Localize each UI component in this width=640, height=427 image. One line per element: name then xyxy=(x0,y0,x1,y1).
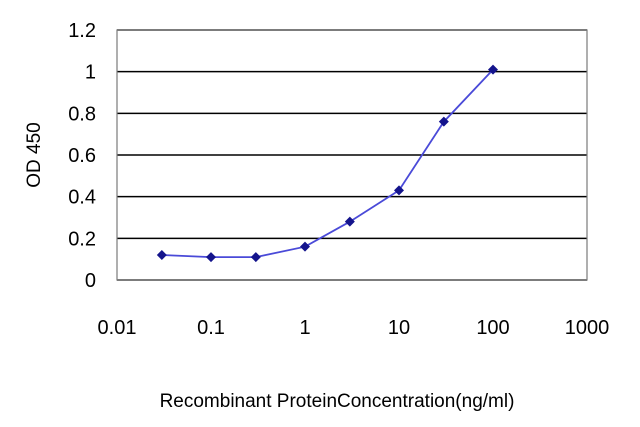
x-tick-labels: 0.01 0.1 1 10 100 1000 xyxy=(98,317,610,339)
x-tick-label: 100 xyxy=(476,317,509,339)
y-axis-title: OD 450 xyxy=(24,122,45,187)
x-axis-title: Recombinant ProteinConcentration(ng/ml) xyxy=(160,391,515,412)
y-tick-label: 0.4 xyxy=(68,187,96,209)
data-point xyxy=(300,241,310,252)
data-point xyxy=(438,116,449,127)
x-tick-label: 10 xyxy=(388,317,410,339)
x-tick-label: 1000 xyxy=(565,317,610,339)
x-tick-label: 0.1 xyxy=(197,317,225,339)
y-tick-label: 0.2 xyxy=(68,228,96,250)
series-line xyxy=(161,68,494,258)
plot-area xyxy=(116,29,588,281)
gridlines xyxy=(117,29,587,281)
data-point xyxy=(156,250,167,260)
data-point xyxy=(488,64,498,75)
y-tick-label: 1 xyxy=(85,62,96,84)
data-point xyxy=(206,252,216,263)
y-tick-label: 0.8 xyxy=(68,103,96,125)
y-tick-label: 0 xyxy=(85,270,96,292)
y-tick-labels: 0 0.2 0.4 0.6 0.8 1 1.2 xyxy=(68,20,96,292)
data-point xyxy=(394,185,404,196)
x-tick-label: 0.01 xyxy=(98,317,137,339)
y-tick-label: 1.2 xyxy=(68,20,96,42)
x-tick-label: 1 xyxy=(299,317,310,339)
data-point xyxy=(344,216,355,227)
data-point xyxy=(250,252,261,263)
y-tick-label: 0.6 xyxy=(68,145,96,167)
data-markers xyxy=(156,64,498,263)
